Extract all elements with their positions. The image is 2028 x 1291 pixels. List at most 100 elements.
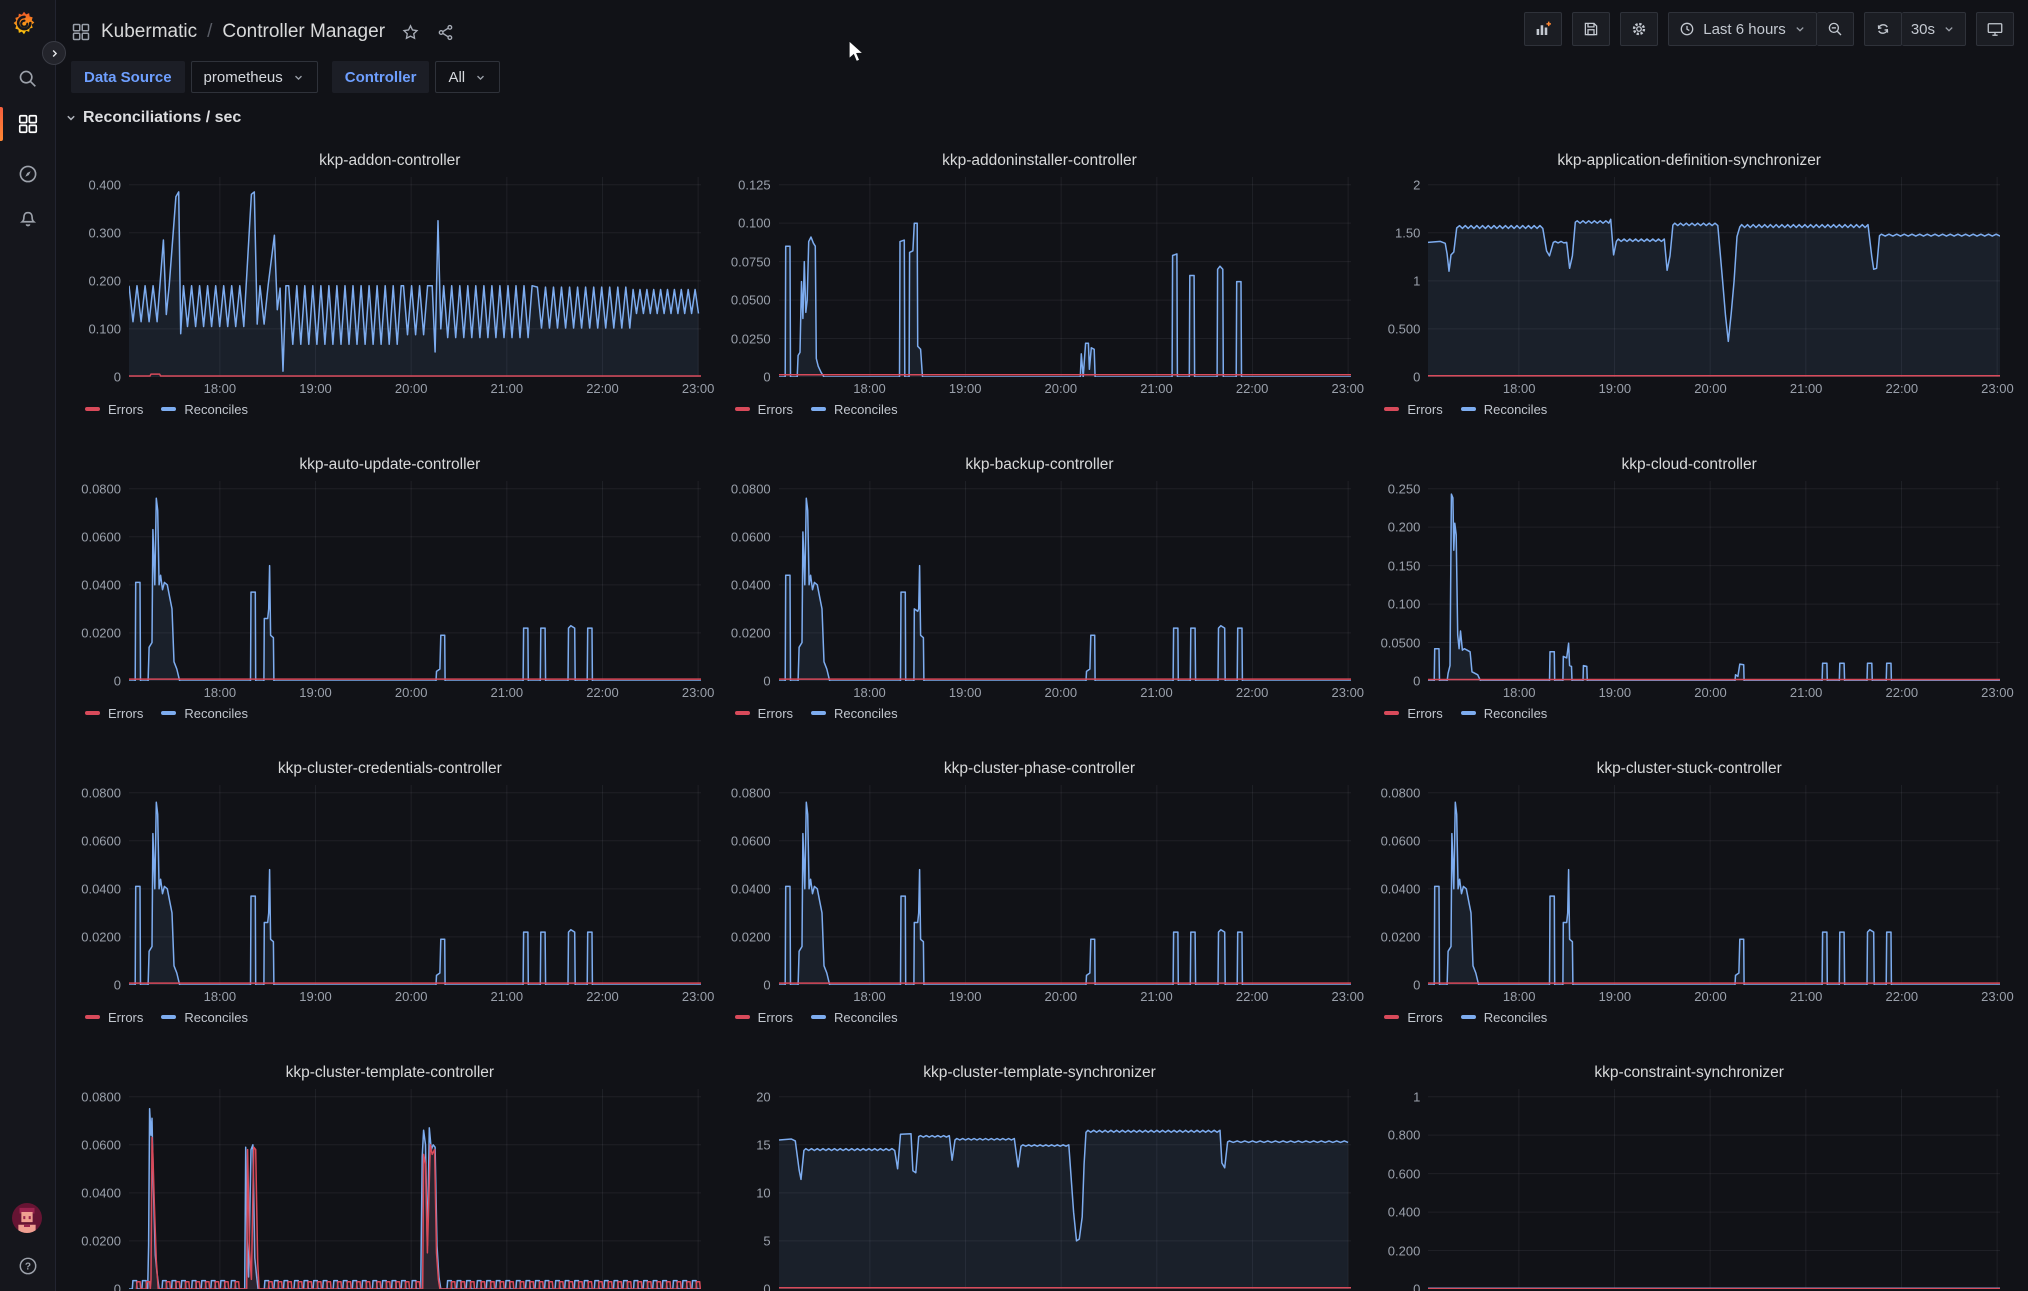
star-icon[interactable] (401, 23, 420, 42)
legend-item-errors[interactable]: Errors (734, 402, 793, 417)
legend-item-reconciles[interactable]: Reconciles (1460, 1010, 1547, 1025)
time-series-plot[interactable] (129, 1089, 701, 1289)
x-tick-label: 22:00 (1235, 381, 1269, 396)
y-tick-label: 0 (763, 977, 771, 993)
time-series-plot[interactable] (129, 177, 701, 377)
panel-legend: Errors Reconciles (1378, 1005, 2000, 1029)
plot-row: 0.125 0.100 0.0750 0.0500 0.0250 0 (729, 177, 1351, 385)
refresh-interval-picker[interactable]: 30s (1901, 12, 1966, 46)
legend-item-errors[interactable]: Errors (85, 402, 143, 417)
legend-item-reconciles[interactable]: Reconciles (161, 1010, 248, 1025)
legend-item-errors[interactable]: Errors (85, 1010, 143, 1025)
variable-controller-value[interactable]: All (435, 61, 501, 93)
plot-canvas[interactable] (129, 481, 701, 681)
search-icon[interactable] (17, 68, 39, 90)
y-axis-labels: 20 15 10 5 0 (729, 1089, 779, 1291)
plot-canvas[interactable] (1428, 785, 2001, 985)
time-range-label: Last 6 hours (1703, 20, 1786, 38)
row-section-header[interactable]: Reconciliations / sec (64, 109, 241, 127)
dashboard-settings-button[interactable] (1620, 12, 1659, 46)
time-series-plot[interactable] (778, 481, 1351, 681)
legend-swatch (1384, 711, 1400, 715)
plot-canvas[interactable] (129, 177, 701, 377)
panel-title[interactable]: kkp-cloud-controller (1621, 456, 1757, 473)
plot-canvas[interactable] (778, 785, 1351, 985)
panel-kkp-constraint-synchronizer: kkp-constraint-synchronizer 1 0.800 0.600 0… (1370, 1055, 2012, 1291)
explore-compass-icon[interactable] (17, 163, 39, 185)
panel-title[interactable]: kkp-cluster-template-synchronizer (923, 1064, 1156, 1081)
time-series-plot[interactable] (129, 481, 701, 681)
legend-item-reconciles[interactable]: Reconciles (811, 1010, 898, 1025)
legend-item-reconciles[interactable]: Reconciles (1460, 706, 1547, 721)
sidebar-expand-button[interactable] (42, 41, 66, 65)
panel-title[interactable]: kkp-cluster-credentials-controller (277, 760, 502, 777)
plot-canvas[interactable] (778, 1089, 1351, 1289)
legend-swatch (811, 1015, 827, 1019)
plot-canvas[interactable] (129, 785, 701, 985)
variable-datasource-value[interactable]: prometheus (190, 61, 318, 93)
tv-mode-button[interactable] (1976, 12, 2014, 46)
panel-title[interactable]: kkp-application-definition-synchronizer (1557, 152, 1821, 169)
panel-title[interactable]: kkp-auto-update-controller (299, 456, 481, 473)
time-series-plot[interactable] (129, 785, 701, 985)
save-dashboard-button[interactable] (1572, 12, 1611, 46)
refresh-button[interactable] (1863, 12, 1902, 46)
y-axis-labels: 0.0800 0.0600 0.0400 0.0200 0 (1378, 785, 1428, 992)
plot-canvas[interactable] (1428, 481, 2001, 681)
legend-item-reconciles[interactable]: Reconciles (811, 706, 898, 721)
legend-item-reconciles[interactable]: Reconciles (161, 706, 248, 721)
legend-item-reconciles[interactable]: Reconciles (1460, 402, 1547, 417)
panel-title[interactable]: kkp-constraint-synchronizer (1594, 1064, 1784, 1081)
plot-canvas[interactable] (778, 177, 1351, 377)
time-series-plot[interactable] (778, 177, 1351, 377)
legend-swatch (1460, 711, 1476, 715)
zoom-out-time-button[interactable] (1816, 12, 1854, 46)
x-tick-label: 22:00 (586, 989, 619, 1004)
x-tick-label: 21:00 (1140, 381, 1173, 396)
y-tick-label: 0.125 (738, 177, 771, 193)
legend-item-errors[interactable]: Errors (1384, 402, 1443, 417)
time-range-picker[interactable]: Last 6 hours (1668, 12, 1817, 46)
user-avatar[interactable] (12, 1203, 42, 1233)
legend-item-errors[interactable]: Errors (734, 706, 793, 721)
grafana-logo[interactable] (9, 8, 39, 38)
legend-item-errors[interactable]: Errors (1384, 706, 1443, 721)
legend-item-reconciles[interactable]: Reconciles (811, 402, 898, 417)
help-icon[interactable]: ? (17, 1255, 39, 1277)
plot-canvas[interactable] (1428, 177, 2001, 377)
time-series-plot[interactable] (778, 1089, 1351, 1289)
breadcrumb-root[interactable]: Kubermatic (101, 21, 198, 42)
time-series-plot[interactable] (778, 785, 1351, 985)
legend-item-reconciles[interactable]: Reconciles (161, 402, 248, 417)
legend-item-errors[interactable]: Errors (1384, 1009, 1443, 1025)
add-panel-button[interactable] (1524, 12, 1563, 46)
chevron-down-icon (1796, 27, 1804, 32)
y-tick-label: 0.300 (88, 225, 121, 241)
time-series-plot[interactable] (1428, 785, 2001, 985)
share-icon[interactable] (436, 23, 455, 42)
alerting-bell-icon[interactable] (17, 208, 39, 230)
legend-item-errors[interactable]: Errors (734, 1010, 793, 1025)
plot-canvas[interactable] (129, 1089, 701, 1289)
panel-title[interactable]: kkp-cluster-phase-controller (943, 760, 1136, 777)
plot-row: 0.250 0.200 0.150 0.100 0.0500 0 (1378, 481, 2001, 689)
panel-title[interactable]: kkp-cluster-template-controller (285, 1064, 495, 1081)
panel-title[interactable]: kkp-addon-controller (319, 152, 461, 169)
time-series-plot[interactable] (1428, 481, 2001, 681)
time-series-plot[interactable] (1428, 177, 2001, 377)
y-tick-label: 0.0500 (1380, 635, 1421, 651)
y-tick-label: 0.0200 (730, 625, 771, 641)
x-axis-labels: 18:00 19:00 20:00 21:00 22:00 23:00 (1428, 985, 2014, 1005)
panel-title[interactable]: kkp-backup-controller (965, 456, 1114, 473)
panel-title[interactable]: kkp-cluster-stuck-controller (1596, 760, 1782, 777)
plot-canvas[interactable] (778, 481, 1351, 681)
legend-label: Errors (108, 401, 144, 417)
time-series-plot[interactable] (1428, 1089, 2001, 1289)
plot-canvas[interactable] (1428, 1089, 2001, 1289)
panel-legend: Errors Reconciles (79, 397, 701, 421)
dashboards-icon[interactable] (17, 113, 39, 135)
legend-item-errors[interactable]: Errors (85, 706, 143, 721)
legend-label: Errors (1407, 1009, 1443, 1025)
panel-title[interactable]: kkp-addoninstaller-controller (942, 152, 1137, 169)
x-tick-label: 23:00 (1981, 685, 2014, 700)
